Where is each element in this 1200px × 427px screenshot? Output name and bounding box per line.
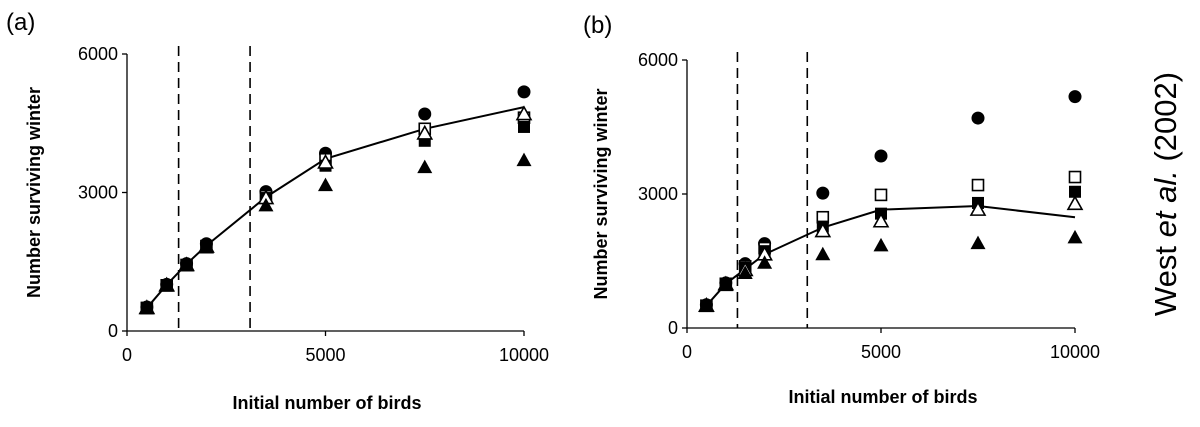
data-point-open-square xyxy=(1068,170,1082,184)
y-tick-label: 0 xyxy=(108,321,118,341)
credit-italic: et al. xyxy=(1148,170,1183,237)
data-point-filled-triangle xyxy=(179,257,195,272)
source-credit: West et al. (2002) xyxy=(1148,72,1183,316)
x-tick-label: 5000 xyxy=(861,342,901,362)
x-tick-label: 10000 xyxy=(1050,342,1100,362)
fitted-line xyxy=(146,106,525,309)
data-point-filled-triangle xyxy=(159,278,175,292)
y-tick-label: 6000 xyxy=(78,44,118,64)
data-point-filled-triangle xyxy=(970,235,986,250)
data-point-open-triangle xyxy=(872,212,890,228)
x-tick-label: 0 xyxy=(682,342,692,362)
credit-prefix: West xyxy=(1148,237,1183,316)
data-point-open-square xyxy=(874,188,888,202)
y-tick-label: 0 xyxy=(668,318,678,338)
y-axis-label: Number surviving winter xyxy=(591,88,611,299)
credit-suffix: (2002) xyxy=(1148,72,1183,170)
data-point-filled-triangle xyxy=(318,177,333,192)
y-axis-label: Number surviving winter xyxy=(24,87,44,298)
data-point-open-square xyxy=(971,178,985,192)
x-tick-label: 10000 xyxy=(499,345,549,365)
x-tick-label: 0 xyxy=(122,345,132,365)
y-tick-label: 3000 xyxy=(638,184,678,204)
data-point-filled-circle xyxy=(874,149,888,163)
x-axis-label: Initial number of birds xyxy=(232,393,421,413)
data-point-filled-triangle xyxy=(198,239,214,254)
x-tick-label: 5000 xyxy=(305,345,345,365)
data-point-filled-circle xyxy=(971,111,985,125)
data-point-filled-triangle xyxy=(516,152,532,167)
y-tick-label: 6000 xyxy=(638,50,678,70)
data-point-filled-triangle xyxy=(718,277,734,292)
data-point-filled-triangle xyxy=(815,246,831,261)
data-point-filled-triangle xyxy=(737,265,753,280)
x-axis-label: Initial number of birds xyxy=(788,387,977,407)
data-point-filled-triangle xyxy=(873,237,889,252)
data-point-filled-triangle xyxy=(757,255,773,269)
panel-b: (b) 0 3000 6000 0 5000 10000 Initial number of … xyxy=(583,12,1100,407)
data-point-filled-circle xyxy=(517,85,531,99)
data-point-filled-triangle xyxy=(258,197,274,212)
data-point-open-triangle xyxy=(969,200,987,216)
data-point-filled-square xyxy=(1069,185,1081,198)
panel-label: (a) xyxy=(6,9,35,36)
y-tick-label: 3000 xyxy=(78,183,118,203)
data-point-filled-circle xyxy=(418,107,432,121)
data-point-open-triangle xyxy=(1066,195,1084,211)
data-point-filled-triangle xyxy=(1067,229,1083,244)
panel-label: (b) xyxy=(583,12,612,39)
data-point-filled-circle xyxy=(1068,90,1082,104)
panel-a: (a) 0 3000 6000 0 5000 10000 Initial number of … xyxy=(6,9,549,413)
data-point-open-triangle xyxy=(416,124,434,140)
data-point-open-triangle xyxy=(814,222,832,238)
data-point-filled-triangle xyxy=(698,298,714,313)
data-point-filled-triangle xyxy=(417,159,433,174)
data-point-filled-circle xyxy=(816,186,830,200)
data-point-filled-triangle xyxy=(139,300,155,315)
data-point-open-triangle xyxy=(317,153,334,169)
data-point-open-triangle xyxy=(515,105,533,121)
data-point-filled-square xyxy=(518,120,530,133)
